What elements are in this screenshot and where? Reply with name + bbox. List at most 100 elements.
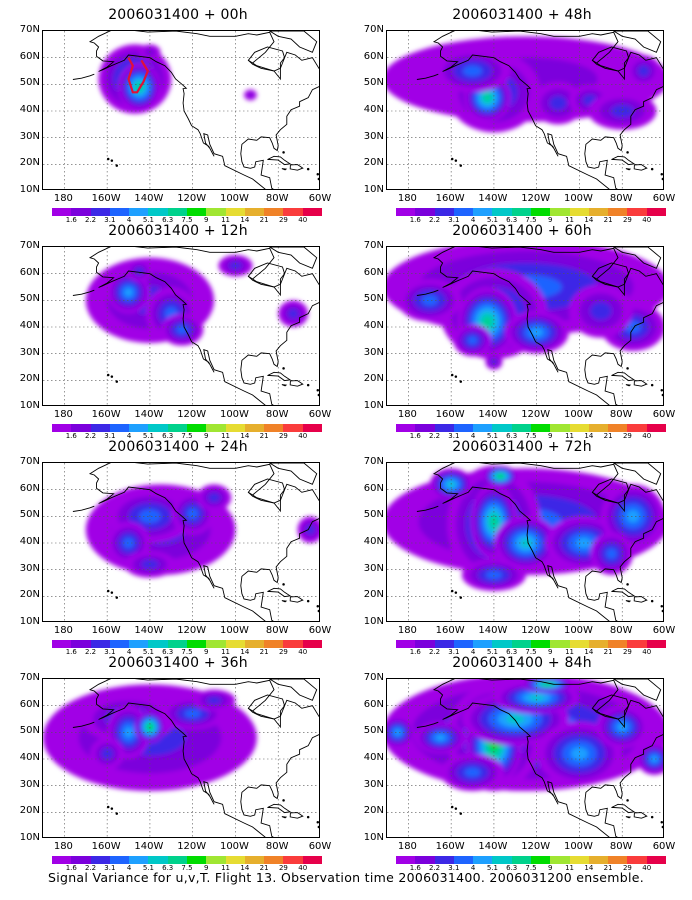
variance-contour [124,288,133,297]
coastline [88,679,319,837]
color-bar-level-label: 11 [221,432,231,440]
island [110,591,114,594]
coastline [432,679,663,837]
latitude-tick-label: 60N [363,266,384,278]
color-bar-level-label: 40 [642,432,652,440]
latitude-tick-label: 40N [363,752,384,763]
color-bar-swatch [415,424,435,432]
color-bar-level-label: 1.6 [409,864,421,872]
map-plot-area [42,462,320,622]
color-bar-swatch [415,208,435,216]
color-bar-level-label: 6.3 [162,864,174,872]
longitude-tick-label: 140W [478,193,508,204]
color-bar [396,208,666,216]
longitude-tick-label: 140W [478,409,508,420]
color-bar-level-label: 21 [259,432,269,440]
island [661,393,663,397]
color-bar-level-label: 6.3 [162,432,174,440]
latitude-tick-label: 70N [363,456,384,467]
latitude-tick-label: 10N [363,184,384,195]
color-bar [52,424,322,432]
color-bar-level-label: 11 [221,648,231,656]
island [660,172,663,176]
latitude-tick-label: 10N [363,616,384,627]
island [282,367,285,370]
longitude-tick-label: 180 [53,841,73,852]
coastline [432,247,663,405]
color-bar-level-label: 3.1 [104,864,116,872]
color-bar-swatch [129,424,149,432]
graticule [43,31,319,189]
color-bar-swatch [109,424,130,432]
latitude-tick-label: 40N [19,320,40,331]
island [626,151,629,154]
color-bar-swatch [453,424,474,432]
longitude-tick-label: 80W [265,193,289,204]
color-bar-level-label: 2.2 [84,864,97,872]
coastline [281,384,288,387]
color-bar-level-label: 9 [548,216,553,224]
color-bar-level-label: 7.5 [181,216,193,224]
panel-title: 2006031400 + 48h [452,7,592,23]
color-bar-swatch [434,856,454,864]
coastlines [416,31,663,189]
color-bar-swatch [90,856,110,864]
variance-map [43,463,319,621]
color-bar-swatch [530,208,551,216]
longitude-tick-label: 180 [53,409,73,420]
color-bar-level-label: 7.5 [181,648,193,656]
color-bar-level-label: 6.3 [162,648,174,656]
coastline [625,600,632,603]
latitude-tick-label: 70N [19,672,40,683]
longitude-tick-label: 80W [609,841,633,852]
latitude-tick-label: 70N [19,456,40,467]
coastline [612,247,662,269]
color-bar-level-label: 14 [240,864,250,872]
color-bar-swatch [511,640,531,648]
longitude-tick-label: 80W [265,625,289,636]
color-bar-level-label: 21 [259,648,269,656]
variance-contour [124,727,133,738]
latitude-tick-label: 70N [19,24,40,35]
variance-map [43,679,319,837]
island [115,380,119,383]
longitude-tick-label: 140W [134,841,164,852]
island [316,604,319,608]
color-bar-swatch [511,424,531,432]
island [626,367,629,370]
longitude-tick-label: 100W [563,193,593,204]
coastline [267,587,292,598]
island [660,820,663,824]
island [650,383,654,387]
island [106,805,110,809]
longitude-tick-label: 180 [397,841,417,852]
island [316,388,319,392]
variance-map [387,679,663,837]
latitude-tick-label: 20N [363,805,384,817]
map-panel: 2006031400 + 24h 70N 60N 50N 40N 30N 20N 10N 180… [8,438,348,656]
latitude-tick-label: 10N [19,616,40,627]
flight-track [127,57,150,94]
latitude-tick-label: 10N [363,832,384,843]
color-bar-level-label: 3.1 [448,216,460,224]
coastline [591,262,630,288]
map-panel: 2006031400 + 72h 70N 60N 50N 40N 30N 20N 10N 180… [352,438,692,656]
panel-title: 2006031400 + 72h [452,439,592,455]
coastline [72,505,95,512]
longitude-tick-label: 100W [563,625,593,636]
latitude-tick-label: 10N [19,400,40,411]
variance-contour [650,755,658,763]
latitude-tick-label: 40N [19,752,40,763]
island [115,164,119,167]
color-bar-swatch [90,640,110,648]
coastline [612,679,662,701]
color-bar-level-label: 9 [204,648,209,656]
color-bar-level-label: 2.2 [428,216,441,224]
island [626,799,629,802]
latitude-tick-label: 60N [363,50,384,62]
variance-contour [484,94,491,102]
coastline [611,587,636,598]
variance-contour [529,695,544,701]
color-bar-swatch [608,640,628,648]
latitude-tick-label: 50N [363,77,384,89]
